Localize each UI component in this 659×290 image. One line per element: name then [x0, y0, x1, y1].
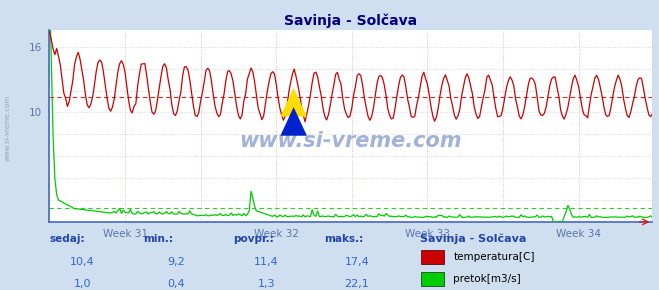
Text: 1,3: 1,3 [258, 278, 275, 289]
Text: www.si-vreme.com: www.si-vreme.com [240, 131, 462, 151]
Text: Savinja - Solčava: Savinja - Solčava [420, 234, 527, 244]
Text: 1,0: 1,0 [74, 278, 92, 289]
Text: 10,4: 10,4 [71, 257, 95, 267]
Text: min.:: min.: [143, 234, 173, 244]
Text: pretok[m3/s]: pretok[m3/s] [453, 273, 521, 284]
Text: 17,4: 17,4 [345, 257, 369, 267]
Text: www.si-vreme.com: www.si-vreme.com [5, 95, 11, 161]
Polygon shape [280, 107, 307, 136]
Text: maks.:: maks.: [324, 234, 363, 244]
FancyBboxPatch shape [422, 272, 444, 286]
Text: sedaj:: sedaj: [49, 234, 85, 244]
Text: 22,1: 22,1 [345, 278, 369, 289]
Text: povpr.:: povpr.: [233, 234, 274, 244]
Text: temperatura[C]: temperatura[C] [453, 252, 535, 262]
Text: 11,4: 11,4 [254, 257, 279, 267]
FancyBboxPatch shape [422, 251, 444, 264]
Polygon shape [280, 88, 307, 117]
Title: Savinja - Solčava: Savinja - Solčava [284, 13, 418, 28]
Text: 9,2: 9,2 [167, 257, 185, 267]
Text: 0,4: 0,4 [167, 278, 185, 289]
